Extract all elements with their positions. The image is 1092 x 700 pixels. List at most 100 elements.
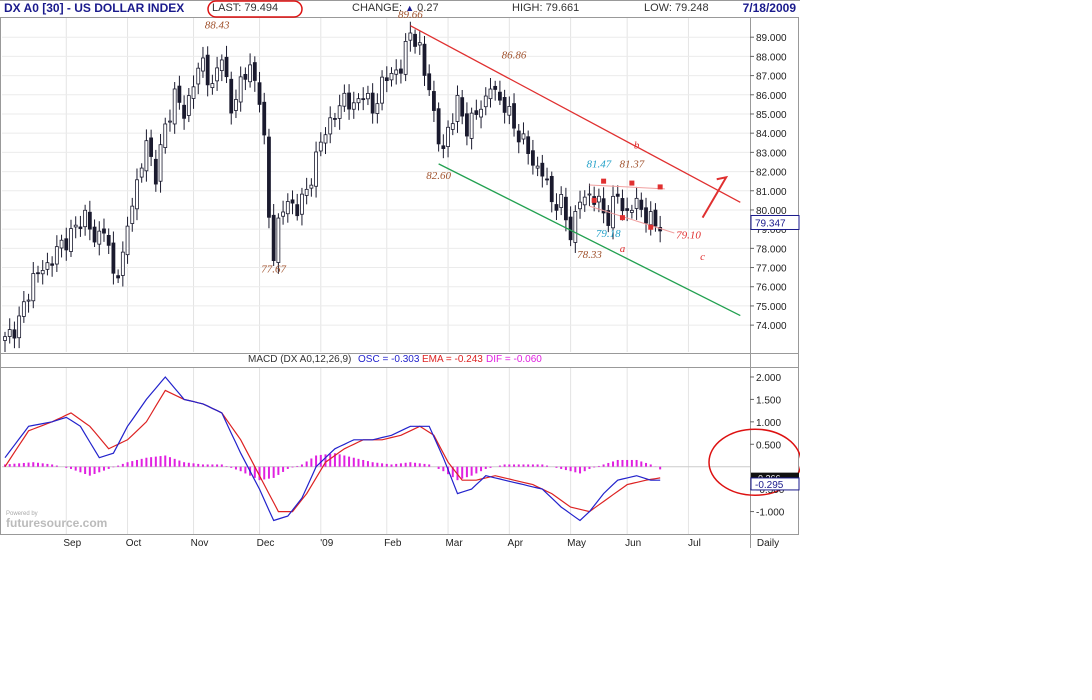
candle-down [106,234,111,246]
candle-down [295,204,300,217]
chart-frame: DX A0 [30] - US DOLLAR INDEX LAST: 79.49… [0,0,800,550]
candle-down [441,145,446,149]
chart-date: 7/18/2009 [742,1,796,15]
low-label: LOW: [644,2,672,14]
price-annotation: a [620,243,626,255]
candle-down [493,85,498,90]
candle-down [516,130,521,143]
candle-down [78,226,83,229]
x-tick-label: Dec [257,538,275,549]
price-tick-label: 87.000 [756,72,787,83]
price-tick-label: 89.000 [756,33,787,44]
candle-up [54,246,59,265]
candle-down [262,101,267,136]
candle-up [394,69,399,75]
candle-down [644,207,648,224]
price-annotation: 86.86 [502,49,527,61]
candle-up [314,151,318,187]
price-tick-label: 75.000 [756,302,787,313]
high-label: HIGH: [512,2,543,14]
candle-down [257,82,262,105]
candle-down [182,104,187,119]
candle-up [323,134,328,144]
candle-down [12,329,17,339]
price-annotation: 89.66 [398,9,423,21]
candle-up [479,108,483,118]
candle-up [507,105,512,116]
candle-up [403,40,408,75]
candle-down [601,198,606,214]
annotations: 88.43 77.67 89.66 86.86 82.60 78.33 81.47 81.37… [205,9,705,275]
candle-up [304,188,309,196]
candle-up [389,72,394,81]
candle-up [587,193,592,196]
candle-up [351,102,356,110]
candle-down [224,56,229,78]
price-tick-label: 86.000 [756,91,787,102]
candle-up [629,209,634,213]
candle-down [568,216,573,241]
candle-down [153,158,158,185]
candle-down [474,110,479,115]
candle-up [125,225,130,256]
change-readout: CHANGE: ▲ 0.27 [352,0,439,17]
macd-panel [2,376,800,522]
candle-down [422,43,427,76]
candle-up [417,42,422,46]
symbol-title: DX A0 [30] - US DOLLAR INDEX [4,1,185,15]
last-price-marker-label: 79.347 [755,218,786,229]
candle-down [653,209,658,227]
price-tick-label: 80.000 [756,206,787,217]
support-trendline [438,163,741,317]
candle-up [578,201,582,210]
candle-up [73,224,78,228]
candle-up [238,76,243,103]
candle-up [285,201,290,215]
x-tick-label-frequency: Daily [757,538,779,549]
macd-ema: EMA = -0.243 [422,354,483,365]
macd-tick-label: -0.500 [756,485,785,496]
candle-up [318,141,323,152]
candle-down [606,210,611,226]
candle-up [356,98,361,104]
price-tick-label: 84.000 [756,129,787,140]
candle-down [563,196,568,221]
candle-down [50,263,55,266]
last-value: 79.494 [244,2,279,14]
x-tick-label: Oct [126,538,142,549]
price-tick-label: 79.000 [756,225,787,236]
candle-up [201,57,205,72]
powered-by-text: Powered by [6,511,38,517]
candle-down [498,91,502,101]
pattern-point [657,184,663,190]
candle-up [158,144,163,182]
candle-down [347,92,351,110]
change-value: 0.27 [417,2,439,14]
candle-down [427,73,432,91]
candle-up [172,88,177,125]
candle-up [611,195,615,229]
triangle-up-icon: ▲ [405,3,415,13]
candle-down [545,178,549,181]
candle-down [87,211,92,230]
last-label: LAST: [212,2,242,14]
projection-arrow [701,175,729,219]
candle-down [267,136,271,218]
candle-down [64,238,69,251]
candle-down [271,214,276,262]
price-annotation: 79.18 [596,228,621,240]
x-tick-label: Apr [508,538,524,549]
candle-up [191,86,196,99]
candle-up [83,209,88,228]
candle-up [40,270,45,275]
candle-up [408,32,413,41]
candle-up [17,315,22,339]
last-price: LAST: 79.494 [212,0,278,17]
candle-down [554,204,559,211]
candle-up [219,59,224,72]
candle-down [361,98,366,101]
candle-up [483,95,488,108]
candle-down [413,33,417,47]
price-panel [3,21,663,352]
price-tick-label: 76.000 [756,283,787,294]
